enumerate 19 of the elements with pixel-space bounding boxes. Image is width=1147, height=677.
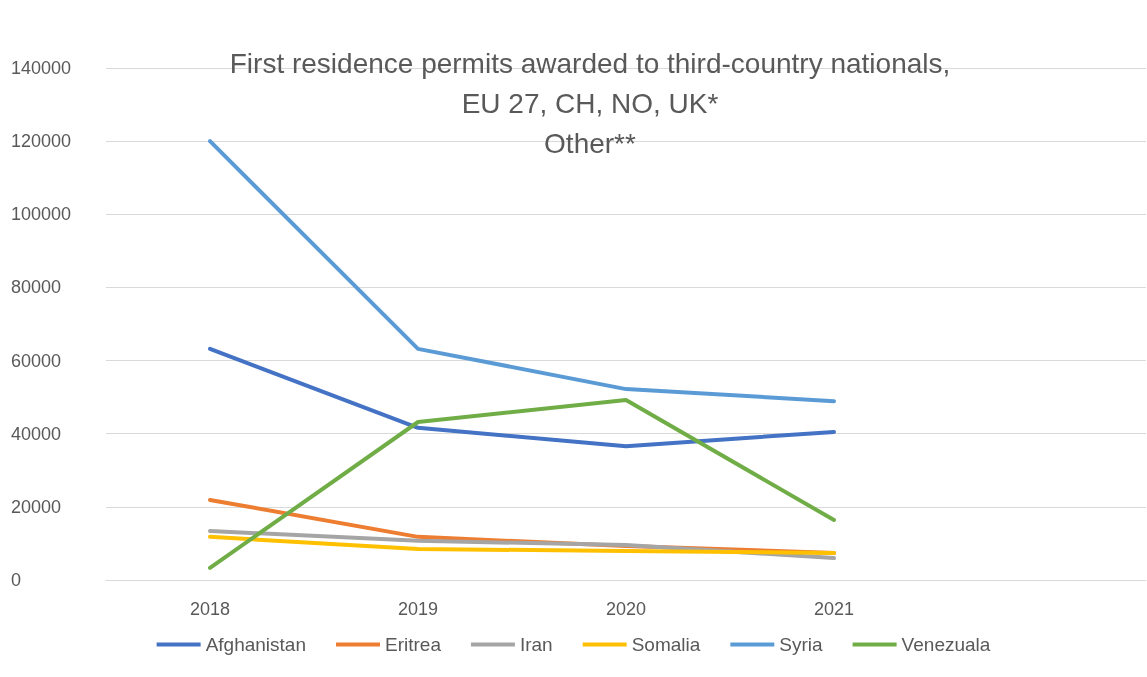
- y-tick-label: 20000: [11, 496, 62, 517]
- y-tick-label: 40000: [11, 423, 62, 444]
- legend-label: Syria: [779, 634, 824, 655]
- legend-label: Iran: [519, 634, 553, 655]
- text: First residence permits awarded to third-country nationals, EU 27, CH, NO, UK* Other**: [229, 47, 951, 159]
- x-tick-label: 2019: [397, 599, 439, 619]
- y-tick-label: 100000: [11, 204, 72, 225]
- y-tick-label: 140000: [11, 58, 72, 78]
- x-tick-label: 2021: [813, 599, 855, 619]
- y-tick-label: 0: [11, 570, 22, 590]
- y-tick-label: 80000: [11, 277, 62, 298]
- x-tick-label: 2020: [605, 599, 647, 619]
- legend-label: Afghanistan: [205, 634, 306, 655]
- x-tick-label: 2018: [189, 599, 231, 619]
- legend-label: Eritrea: [384, 634, 442, 655]
- y-tick-label: 60000: [11, 350, 62, 371]
- legend-label: Somalia: [631, 634, 701, 655]
- y-tick-label: 120000: [11, 131, 72, 152]
- legend-label: Venezuala: [901, 634, 991, 655]
